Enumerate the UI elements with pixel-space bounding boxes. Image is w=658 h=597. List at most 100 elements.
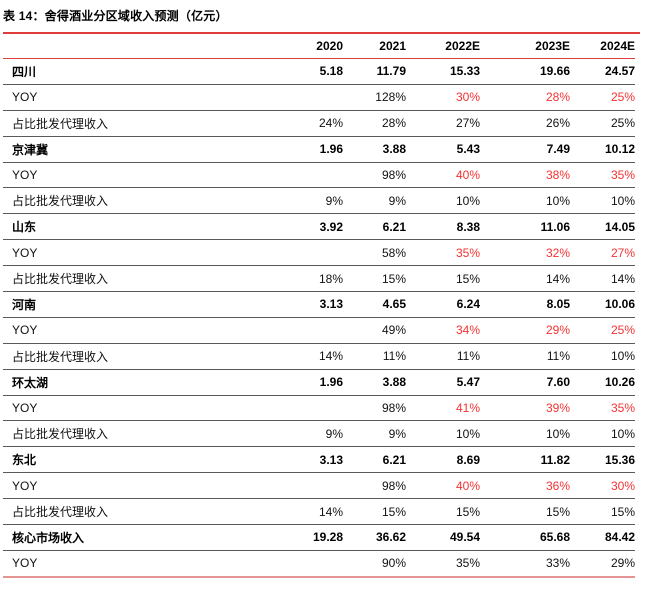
row-label: 占比批发代理收入 [3,187,246,215]
value-cell: 6.21 [343,446,406,474]
value-cell: 10% [406,420,480,448]
value-cell: 30% [570,472,635,500]
value-cell: 15% [406,265,480,293]
row-label: 占比批发代理收入 [3,265,246,293]
value-cell: 24.57 [570,58,635,85]
share-of-wholesale-row: 占比批发代理收入 14% 15% 15% 15% 15% [3,498,635,526]
yoy-row: YOY 49% 34% 29% 25% [3,317,635,344]
value-cell: 34% [406,317,480,344]
yoy-row: YOY 128% 30% 28% 25% [3,84,635,111]
value-cell: 15% [570,498,635,526]
value-cell: 29% [480,317,570,344]
value-cell: 35% [570,395,635,422]
row-label: 环太湖 [3,369,246,396]
value-cell: 25% [570,317,635,344]
value-cell: 8.69 [406,446,480,474]
row-label: YOY [3,472,246,500]
value-cell: 8.38 [406,213,480,241]
row-label: YOY [3,84,246,111]
value-cell: 3.13 [246,446,343,474]
report-table-page: 表 14：舍得酒业分区域收入预测（亿元） 2020 2021 2022E 2023E 2… [3,9,640,578]
row-label: 河南 [3,291,246,318]
row-label: 京津冀 [3,136,246,163]
year-column-header: 2023E [480,34,570,59]
value-cell: 25% [570,110,635,137]
value-cell: 11.06 [480,213,570,241]
value-cell: 19.28 [246,524,343,551]
yoy-row: YOY 90% 35% 33% 29% [3,550,635,578]
value-cell: 36.62 [343,524,406,551]
value-cell: 41% [406,395,480,422]
value-cell: 15% [406,498,480,526]
value-cell: 18% [246,265,343,293]
value-cell: 25% [570,84,635,111]
value-cell: 10% [570,343,635,370]
value-cell: 3.92 [246,213,343,241]
value-cell [246,162,343,189]
value-cell: 35% [570,162,635,189]
value-cell [246,550,343,578]
value-cell: 5.47 [406,369,480,396]
value-cell: 35% [406,239,480,267]
year-column-header: 2022E [406,34,480,59]
title-rule [3,32,640,34]
value-cell: 98% [343,162,406,189]
yoy-row: YOY 98% 41% 39% 35% [3,395,635,422]
value-cell: 10% [406,187,480,215]
value-cell: 11% [406,343,480,370]
value-cell: 1.96 [246,369,343,396]
value-cell: 9% [246,420,343,448]
value-cell: 27% [570,239,635,267]
row-label: 占比批发代理收入 [3,420,246,448]
region-revenue-row: 京津冀 1.96 3.88 5.43 7.49 10.12 [3,136,635,163]
value-cell: 11% [343,343,406,370]
row-label: 四川 [3,58,246,85]
row-label: 占比批发代理收入 [3,110,246,137]
value-cell: 9% [343,420,406,448]
value-cell: 11.79 [343,58,406,85]
value-cell: 9% [246,187,343,215]
row-label: YOY [3,317,246,344]
value-cell: 5.18 [246,58,343,85]
value-cell: 33% [480,550,570,578]
share-of-wholesale-row: 占比批发代理收入 14% 11% 11% 11% 10% [3,343,635,370]
value-cell: 6.24 [406,291,480,318]
value-cell: 5.43 [406,136,480,163]
yoy-row: YOY 58% 35% 32% 27% [3,239,635,267]
value-cell: 10% [480,187,570,215]
value-cell [246,84,343,111]
value-cell: 3.88 [343,136,406,163]
value-cell: 15% [480,498,570,526]
value-cell: 32% [480,239,570,267]
value-cell: 14% [480,265,570,293]
value-cell: 98% [343,472,406,500]
value-cell: 11.82 [480,446,570,474]
value-cell: 15.33 [406,58,480,85]
regional-revenue-forecast-table: 2020 2021 2022E 2023E 2024E 四川 5.18 11.79 15.33… [3,34,635,578]
row-label: YOY [3,395,246,422]
value-cell: 3.88 [343,369,406,396]
value-cell: 28% [480,84,570,111]
value-cell: 29% [570,550,635,578]
region-revenue-row: 河南 3.13 4.65 6.24 8.05 10.06 [3,291,635,318]
value-cell: 8.05 [480,291,570,318]
yoy-row: YOY 98% 40% 38% 35% [3,162,635,189]
value-cell [246,395,343,422]
table-title: 表 14：舍得酒业分区域收入预测（亿元） [3,9,228,23]
row-label: 山东 [3,213,246,241]
value-cell: 98% [343,395,406,422]
yoy-row: YOY 98% 40% 36% 30% [3,472,635,500]
table-header-row: 2020 2021 2022E 2023E 2024E [3,34,635,59]
value-cell: 14.05 [570,213,635,241]
value-cell: 128% [343,84,406,111]
share-of-wholesale-row: 占比批发代理收入 24% 28% 27% 26% 25% [3,110,635,137]
share-of-wholesale-row: 占比批发代理收入 9% 9% 10% 10% 10% [3,187,635,215]
value-cell: 49% [343,317,406,344]
value-cell: 90% [343,550,406,578]
value-cell [246,472,343,500]
row-label: YOY [3,162,246,189]
value-cell: 1.96 [246,136,343,163]
value-cell: 15% [343,498,406,526]
value-cell [246,239,343,267]
value-cell: 58% [343,239,406,267]
